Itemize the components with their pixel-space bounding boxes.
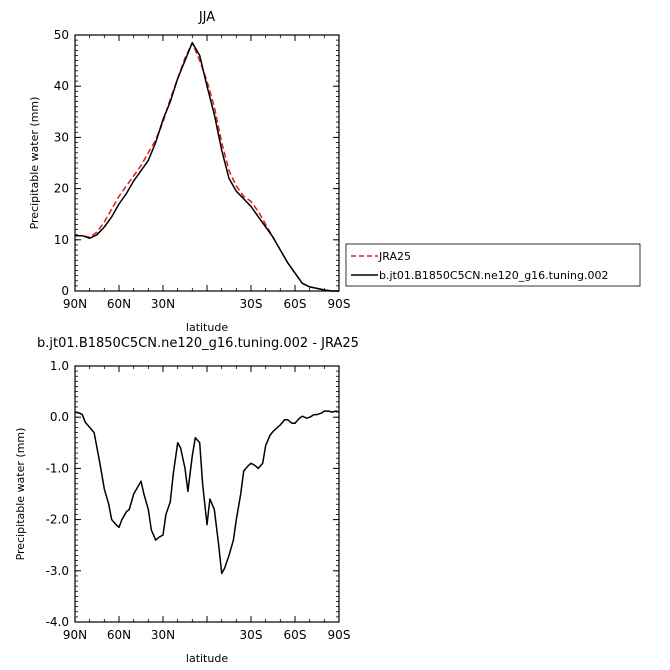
top-y-tick-label: 0 [61, 284, 69, 298]
top-y-tick-label: 30 [54, 130, 69, 144]
bottom-x-tick-label: 90S [328, 628, 351, 642]
bottom-y-tick-label: -3.0 [46, 564, 69, 578]
top-y-tick-label: 10 [54, 233, 69, 247]
top-x-tick-label: 90S [328, 297, 351, 311]
bottom-y-tick-label: 0.0 [50, 410, 69, 424]
top-x-tick-label: 90N [63, 297, 87, 311]
top-x-tick-label: 30S [240, 297, 263, 311]
bottom-x-axis-label: latitude [186, 652, 228, 665]
legend: JRA25 b.jt01.B1850C5CN.ne120_g16.tuning.… [345, 243, 641, 287]
bottom-y-axis-label: Precipitable water (mm) [14, 428, 27, 561]
top-x-tick-label: 60N [107, 297, 131, 311]
top-x-axis-label: latitude [186, 321, 228, 334]
bottom-x-tick-label: 60S [284, 628, 307, 642]
top-series-line-1 [75, 41, 339, 292]
bottom-y-tick-label: -1.0 [46, 461, 69, 475]
bottom-chart-title: b.jt01.B1850C5CN.ne120_g16.tuning.002 - … [37, 336, 359, 351]
top-plot-frame [74, 34, 340, 292]
top-y-tick-label: 50 [54, 28, 69, 42]
legend-label-jra25: JRA25 [378, 250, 411, 263]
top-y-tick-label: 20 [54, 182, 69, 196]
bottom-x-tick-label: 30S [240, 628, 263, 642]
top-x-tick-label: 30N [151, 297, 175, 311]
top-x-tick-label: 60S [284, 297, 307, 311]
bottom-series-line-0 [74, 410, 340, 575]
top-y-axis-label: Precipitable water (mm) [28, 97, 41, 230]
legend-box [345, 243, 641, 287]
top-series-line-0 [75, 41, 339, 292]
bottom-plot-frame [74, 365, 340, 623]
bottom-x-tick-label: 90N [63, 628, 87, 642]
bottom-x-tick-label: 60N [107, 628, 131, 642]
bottom-y-tick-label: 1.0 [50, 359, 69, 373]
bottom-y-tick-label: -2.0 [46, 513, 69, 527]
top-y-tick-label: 40 [54, 79, 69, 93]
legend-label-model: b.jt01.B1850C5CN.ne120_g16.tuning.002 [379, 269, 608, 282]
top-plot-area: 0 10 20 30 40 50 90N 60N 30N 30S 60S 90S [54, 28, 351, 311]
bottom-x-tick-label: 30N [151, 628, 175, 642]
bottom-y-tick-label: -4.0 [46, 615, 69, 629]
bottom-plot-area: -4.0 -3.0 -2.0 -1.0 0.0 1.0 90N 60N 30N 30S 60S 90S [46, 359, 351, 642]
top-chart-title: JJA [198, 10, 215, 25]
top-panel: JJA Precipitable water (mm) latitude 0 10… [28, 10, 350, 334]
bottom-panel: b.jt01.B1850C5CN.ne120_g16.tuning.002 - … [14, 336, 359, 665]
